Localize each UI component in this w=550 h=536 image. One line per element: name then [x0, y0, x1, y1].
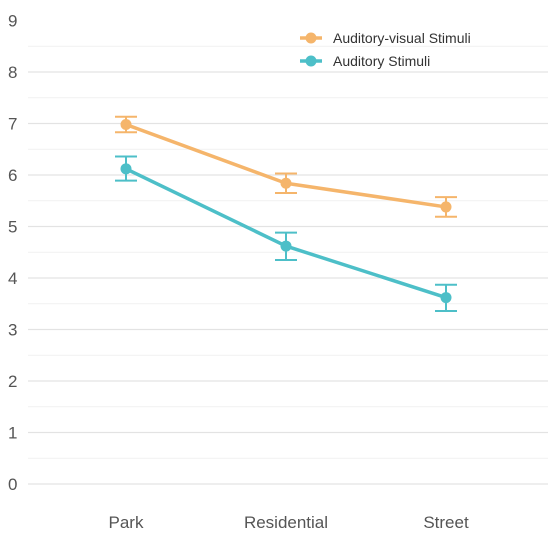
y-tick-label: 0: [8, 475, 17, 494]
series-line: [124, 122, 448, 209]
legend-label: Auditory-visual Stimuli: [333, 30, 471, 46]
series-group: [115, 115, 457, 312]
legend-item: Auditory-visual Stimuli: [300, 30, 471, 46]
x-axis-ticks: Park Residential Street: [109, 513, 469, 532]
y-tick-label: 6: [8, 166, 17, 185]
y-tick-label: 9: [8, 12, 17, 31]
y-axis-ticks: 0 1 2 3 4 5 6 7 8 9: [8, 12, 17, 495]
legend-label: Auditory Stimuli: [333, 53, 430, 69]
data-point: [280, 240, 292, 252]
legend-swatch-point: [305, 32, 317, 44]
data-point: [120, 163, 132, 175]
x-tick-label: Street: [423, 513, 469, 532]
y-tick-label: 4: [8, 269, 17, 288]
data-point: [440, 201, 452, 213]
data-point: [280, 177, 292, 189]
grid-lines: [28, 45, 548, 485]
y-tick-label: 1: [8, 424, 17, 443]
series-2: [115, 155, 457, 312]
x-tick-label: Residential: [244, 513, 328, 532]
y-tick-label: 5: [8, 218, 17, 237]
data-point: [120, 119, 132, 131]
data-point: [440, 292, 452, 304]
legend: Auditory-visual Stimuli Auditory Stimuli: [300, 30, 471, 69]
y-tick-label: 3: [8, 321, 17, 340]
y-tick-label: 7: [8, 115, 17, 134]
x-tick-label: Park: [109, 513, 144, 532]
legend-item: Auditory Stimuli: [300, 53, 430, 69]
legend-swatch-point: [305, 55, 317, 67]
series-1: [115, 115, 457, 218]
y-tick-label: 8: [8, 63, 17, 82]
y-tick-label: 2: [8, 372, 17, 391]
